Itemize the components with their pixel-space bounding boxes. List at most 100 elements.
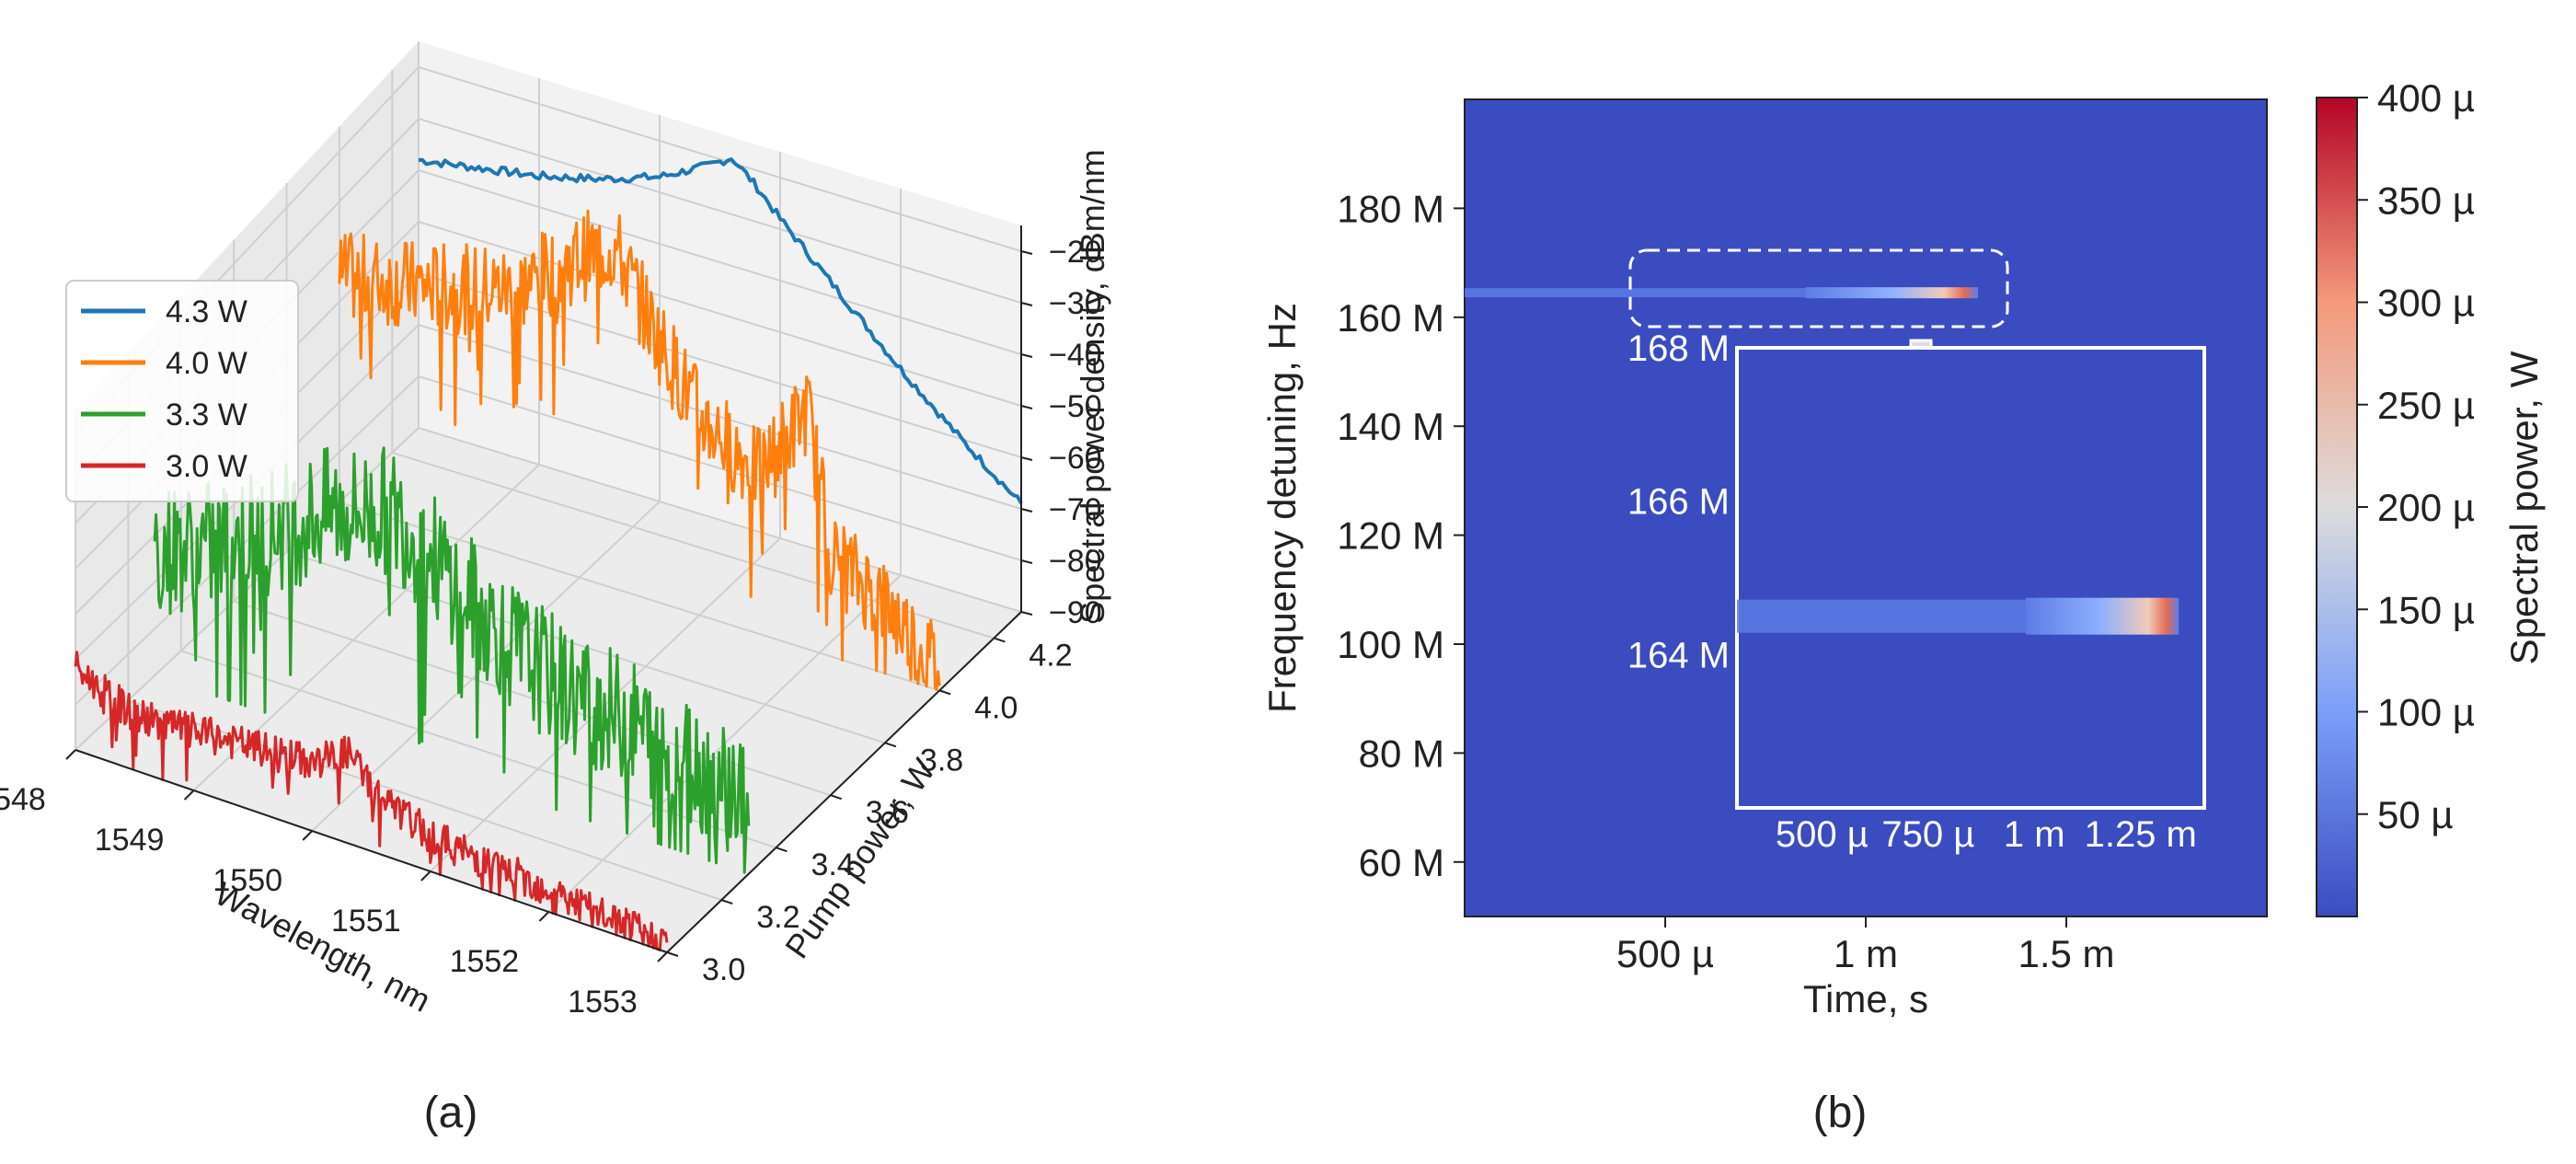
y-axis-line — [666, 611, 1022, 953]
colorbar — [2316, 97, 2358, 917]
x-axis-label: Wavelength, nm — [209, 874, 437, 1020]
z-tick-mark — [1020, 353, 1033, 358]
colorbar-tick-label: 100 µ — [2377, 691, 2475, 734]
y-tick-mark — [994, 637, 1006, 643]
frequency-tick-label: 160 M — [1337, 296, 1444, 340]
x-tick-label: 1552 — [450, 944, 520, 979]
z-tick-label: −80 — [1049, 544, 1102, 579]
z-tick-mark — [1020, 456, 1033, 461]
z-tick-mark — [1020, 302, 1033, 306]
heatmap-x-axis-label: Time, s — [1803, 977, 1928, 1020]
grid-line — [75, 323, 1022, 661]
frequency-tick-label: 120 M — [1337, 514, 1444, 558]
frequency-tick-label: 140 M — [1337, 405, 1444, 448]
inset-frequency-tick-label: 166 M — [1627, 482, 1730, 523]
inset-time-tick-label: 500 µ — [1776, 814, 1869, 855]
z-tick-mark — [1020, 559, 1033, 564]
inset-signal-band — [1737, 599, 2027, 633]
x-tick-mark — [302, 830, 313, 841]
y-tick-mark — [830, 794, 843, 801]
colorbar-tick-label: 50 µ — [2377, 793, 2454, 836]
time-tick-label: 1 m — [1834, 932, 1898, 975]
inset-time-tick-label: 750 µ — [1881, 814, 1974, 855]
series-line — [153, 446, 751, 874]
colorbar-tick-label: 350 µ — [2377, 179, 2475, 222]
panel-a-label: (a) — [424, 1089, 478, 1137]
z-tick-label: −70 — [1049, 492, 1102, 527]
inset-frame — [1735, 346, 2206, 810]
colorbar-tick-label: 150 µ — [2377, 588, 2475, 631]
heatmap-y-axis-label: Frequency detuning, Hz — [1260, 303, 1304, 713]
inset-ticks: 500 µ 750 µ 1 m 1.25 m 168 M 166 M 164 M — [1627, 328, 2197, 855]
y-tick-mark — [720, 899, 733, 905]
frequency-tick-label: 180 M — [1337, 187, 1444, 230]
y-tick-label: 3.4 — [811, 847, 854, 882]
z-tick-mark — [1020, 611, 1033, 616]
y-tick-mark — [938, 689, 951, 696]
series-line — [74, 651, 669, 951]
axis-lines — [75, 225, 1022, 953]
z-tick-mark — [1020, 508, 1033, 513]
frequency-ticks: 60 M 80 M 100 M 120 M 140 M 160 M 180 M — [1337, 187, 1465, 884]
x-tick-label: 1553 — [568, 985, 638, 1020]
signal-band-bright — [1805, 287, 1979, 299]
z-tick-label: −30 — [1049, 286, 1102, 321]
grid-line — [75, 426, 1022, 751]
colorbar-tick-label: 300 µ — [2377, 282, 2475, 325]
series-line — [418, 157, 1023, 505]
z-tick-label: −20 — [1049, 235, 1102, 270]
x-tick-label: 1549 — [95, 823, 165, 858]
x-tick-mark — [538, 911, 550, 922]
z-tick-label: −40 — [1049, 338, 1102, 373]
zoom-region-box — [1628, 248, 2009, 328]
colorbar-label: Spectral power, W — [2502, 351, 2546, 664]
x-tick-label: 1550 — [213, 863, 282, 898]
y-tick-label: 3.0 — [702, 952, 745, 987]
z-tick-label: −60 — [1049, 441, 1102, 476]
pump-power-ticks: 3.0 3.2 3.4 3.6 3.8 4.0 4.2 — [666, 637, 1073, 987]
inset-frequency-tick-label: 164 M — [1627, 635, 1730, 675]
z-tick-mark — [1020, 250, 1033, 255]
panel-a-3d-plot: 1548 1549 1550 1551 1552 1553 3.0 3.2 3.4 3.6 3.8… — [0, 41, 1111, 1137]
inset-time-tick-label: 1 m — [2004, 814, 2065, 855]
y-tick-label: 4.0 — [974, 690, 1018, 725]
z-tick-label: −50 — [1049, 389, 1102, 424]
x-tick-label: 1548 — [0, 782, 46, 817]
colorbar-tick-label: 250 µ — [2377, 384, 2475, 427]
back-wall-pane — [419, 41, 1021, 612]
inset-frequency-tick-label: 168 M — [1627, 328, 1730, 369]
z-axis-label: Spectral power density, dBm/nm — [1074, 149, 1111, 624]
colorbar-ticks: 50 µ 100 µ 150 µ 200 µ 250 µ 300 µ 350 µ 400 µ — [2357, 76, 2475, 836]
signal-trace — [1465, 287, 1979, 299]
y-tick-label: 3.8 — [920, 743, 963, 778]
x-tick-mark — [420, 870, 431, 882]
panel-b-label: (b) — [1813, 1089, 1868, 1137]
series-lines — [74, 157, 1023, 951]
legend-box — [65, 280, 299, 502]
x-tick-label: 1551 — [331, 904, 401, 939]
legend-label: 3.3 W — [166, 398, 247, 432]
x-axis-line — [75, 749, 668, 953]
legend-label: 4.0 W — [166, 346, 247, 381]
frequency-tick-label: 60 M — [1359, 841, 1444, 884]
wavelength-ticks: 1548 1549 1550 1551 1552 1553 — [0, 749, 668, 1020]
series-line — [338, 209, 941, 691]
z-tick-mark — [1020, 405, 1033, 409]
frequency-tick-label: 100 M — [1337, 623, 1444, 666]
x-tick-mark — [657, 951, 668, 962]
x-tick-mark — [183, 789, 195, 801]
y-tick-label: 3.6 — [866, 795, 909, 830]
frequency-tick-label: 80 M — [1359, 732, 1444, 775]
colorbar-tick-label: 400 µ — [2377, 76, 2475, 120]
y-tick-mark — [666, 951, 679, 957]
inset-signal-trace — [1737, 597, 2179, 635]
inset-signal-band-bright — [2026, 597, 2179, 635]
inset-time-tick-label: 1.25 m — [2085, 814, 2197, 855]
signal-band — [1465, 288, 1846, 298]
y-tick-mark — [776, 847, 788, 853]
panel-b-heatmap: 500 µ 750 µ 1 m 1.25 m 168 M 166 M 164 M 500 µ… — [1260, 76, 2546, 1137]
y-tick-mark — [884, 742, 897, 748]
colorbar-tick-label: 200 µ — [2377, 486, 2475, 529]
legend-label: 4.3 W — [166, 294, 247, 329]
